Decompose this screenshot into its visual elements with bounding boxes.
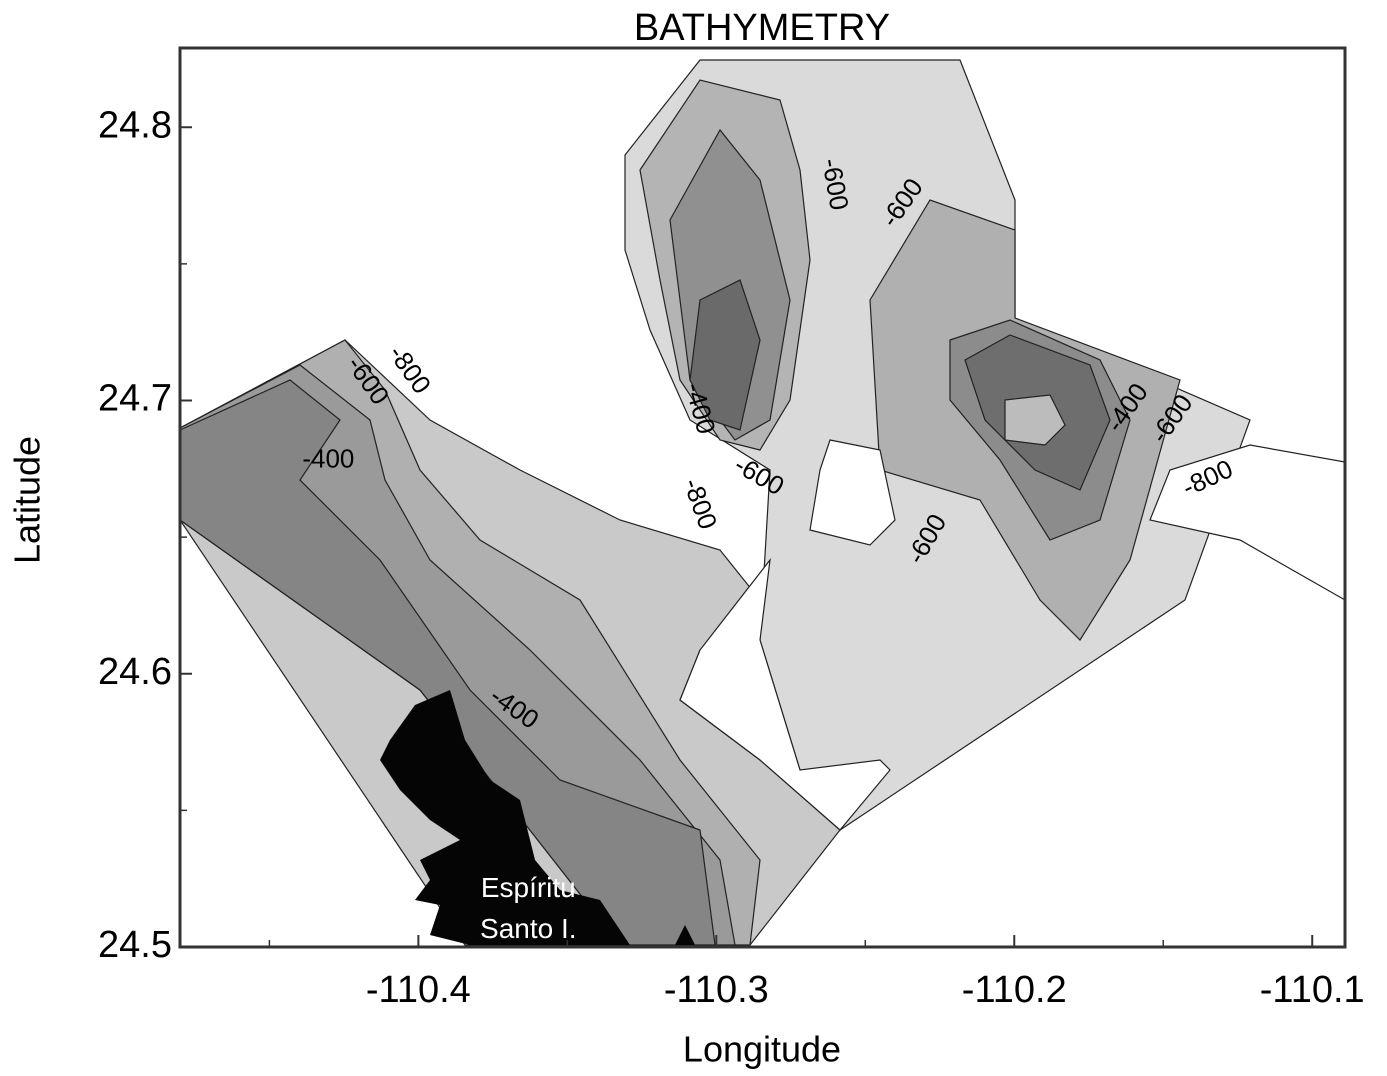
y-tick-label: 24.8: [98, 104, 172, 146]
y-tick-label: 24.6: [98, 651, 172, 693]
plot-frame: [178, 46, 1347, 949]
y-axis-label: Latitude: [7, 436, 48, 564]
depth-zone: [1004, 394, 1066, 446]
depth-zone: [679, 557, 891, 831]
contour-label: -400: [302, 443, 354, 473]
annotation: Santo I.: [480, 913, 577, 944]
island: [380, 690, 630, 945]
chart-title: BATHYMETRY: [634, 7, 890, 49]
bathymetry-shading: [179, 59, 1346, 946]
y-tick-label: 24.5: [98, 924, 172, 966]
depth-zone: [689, 279, 761, 431]
annotation: Espíritu: [481, 872, 576, 903]
x-tick-label: -110.2: [962, 969, 1067, 1011]
island: [675, 925, 695, 945]
depth-zone: [809, 439, 896, 546]
x-tick-label: -110.1: [1260, 969, 1365, 1011]
depth-zone: [179, 379, 716, 946]
x-axis-label: Longitude: [683, 1029, 841, 1070]
contour-label: -800: [677, 474, 723, 533]
x-tick-label: -110.4: [366, 969, 471, 1011]
x-tick-label: -110.3: [664, 969, 769, 1011]
y-tick-label: 24.7: [98, 378, 172, 420]
